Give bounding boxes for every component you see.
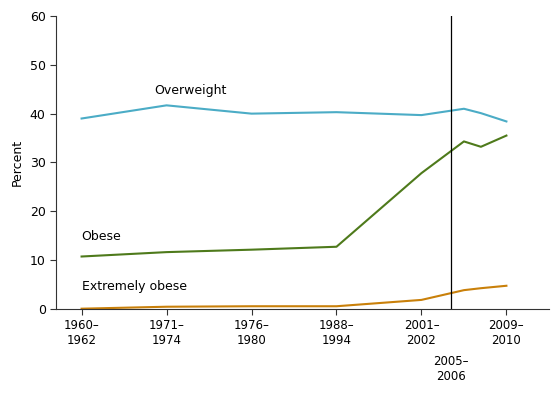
Text: Extremely obese: Extremely obese <box>82 280 186 293</box>
Text: 2005–
2006: 2005– 2006 <box>433 355 469 383</box>
Text: Overweight: Overweight <box>154 84 226 97</box>
Text: Obese: Obese <box>82 230 122 243</box>
Y-axis label: Percent: Percent <box>11 139 24 186</box>
